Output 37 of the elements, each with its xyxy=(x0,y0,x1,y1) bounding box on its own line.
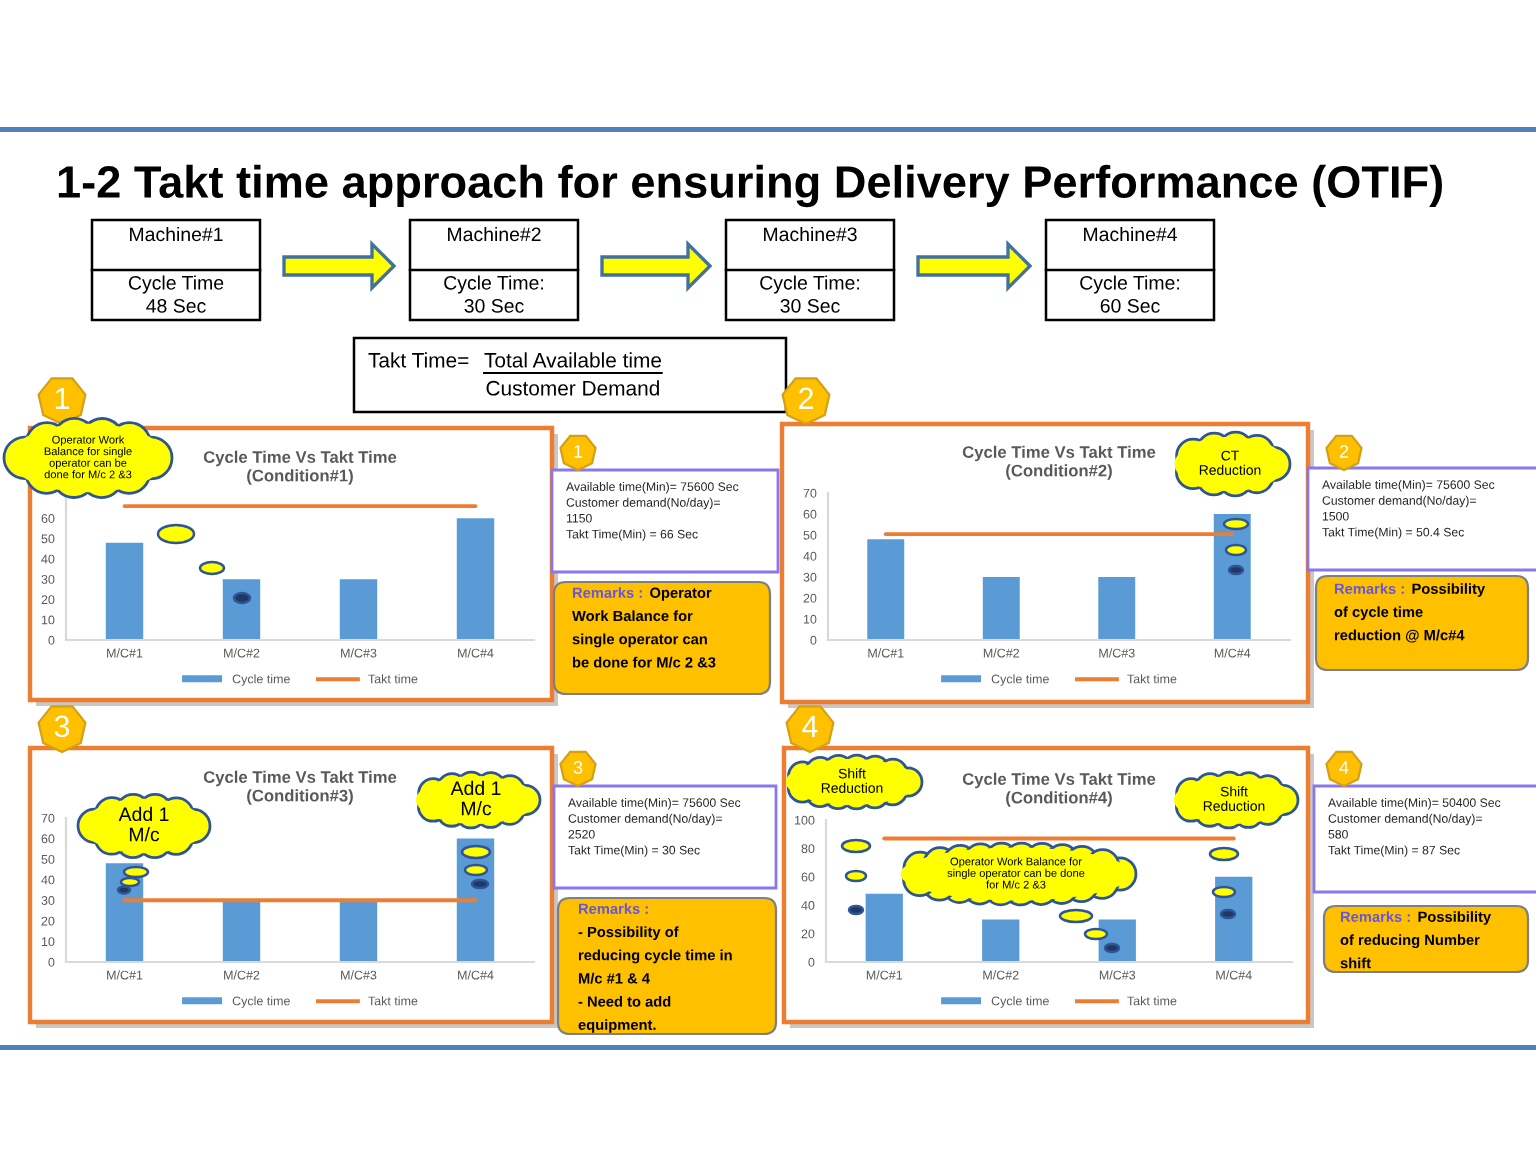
text: 1 xyxy=(574,445,583,458)
text: Cycle Time 48 Sec xyxy=(128,275,224,313)
text: Takt Time= xyxy=(368,352,469,368)
text: 3 xyxy=(573,761,583,774)
bar xyxy=(222,579,261,640)
text: Total Available time xyxy=(484,352,662,368)
text: 3 xyxy=(54,715,70,738)
text: 2 xyxy=(1339,445,1349,458)
bar xyxy=(105,542,144,640)
text: Cycle Time: 60 Sec xyxy=(1080,275,1180,313)
chart-title: Cycle Time Vs Takt Time (Condition#2) xyxy=(962,445,1156,480)
text: Machine#1 xyxy=(130,226,223,242)
chart-title: Cycle Time Vs Takt Time (Condition#3) xyxy=(203,770,397,805)
text: Machine#2 xyxy=(448,226,541,242)
chart-title: Cycle Time Vs Takt Time (Condition#1) xyxy=(203,450,397,485)
bar xyxy=(1098,577,1136,640)
bar xyxy=(456,518,495,640)
chart-title: Cycle Time Vs Takt Time (Condition#4) xyxy=(962,772,1156,807)
text: Cycle Time: 30 Sec xyxy=(444,275,544,313)
bar xyxy=(865,893,903,962)
text: 4 xyxy=(802,715,818,737)
bar xyxy=(982,577,1020,640)
text: Machine#4 xyxy=(1084,226,1177,242)
text: Cycle Time: 30 Sec xyxy=(760,275,860,313)
annotation: Add 1 M/c xyxy=(118,806,169,842)
bar xyxy=(982,919,1020,962)
text: Add 1 M/c xyxy=(450,780,501,816)
text: 1 xyxy=(55,387,70,409)
text: Machine#3 xyxy=(764,226,857,242)
text: 1-2 Takt time approach for ensuring Delivery Performance (OTIF) xyxy=(58,164,1442,208)
text: 4 xyxy=(1339,761,1349,774)
bar xyxy=(867,539,905,640)
text: Customer Demand xyxy=(486,380,659,396)
bar xyxy=(222,900,261,962)
text: 2 xyxy=(799,387,813,409)
bar xyxy=(339,900,378,962)
bar xyxy=(339,579,378,640)
